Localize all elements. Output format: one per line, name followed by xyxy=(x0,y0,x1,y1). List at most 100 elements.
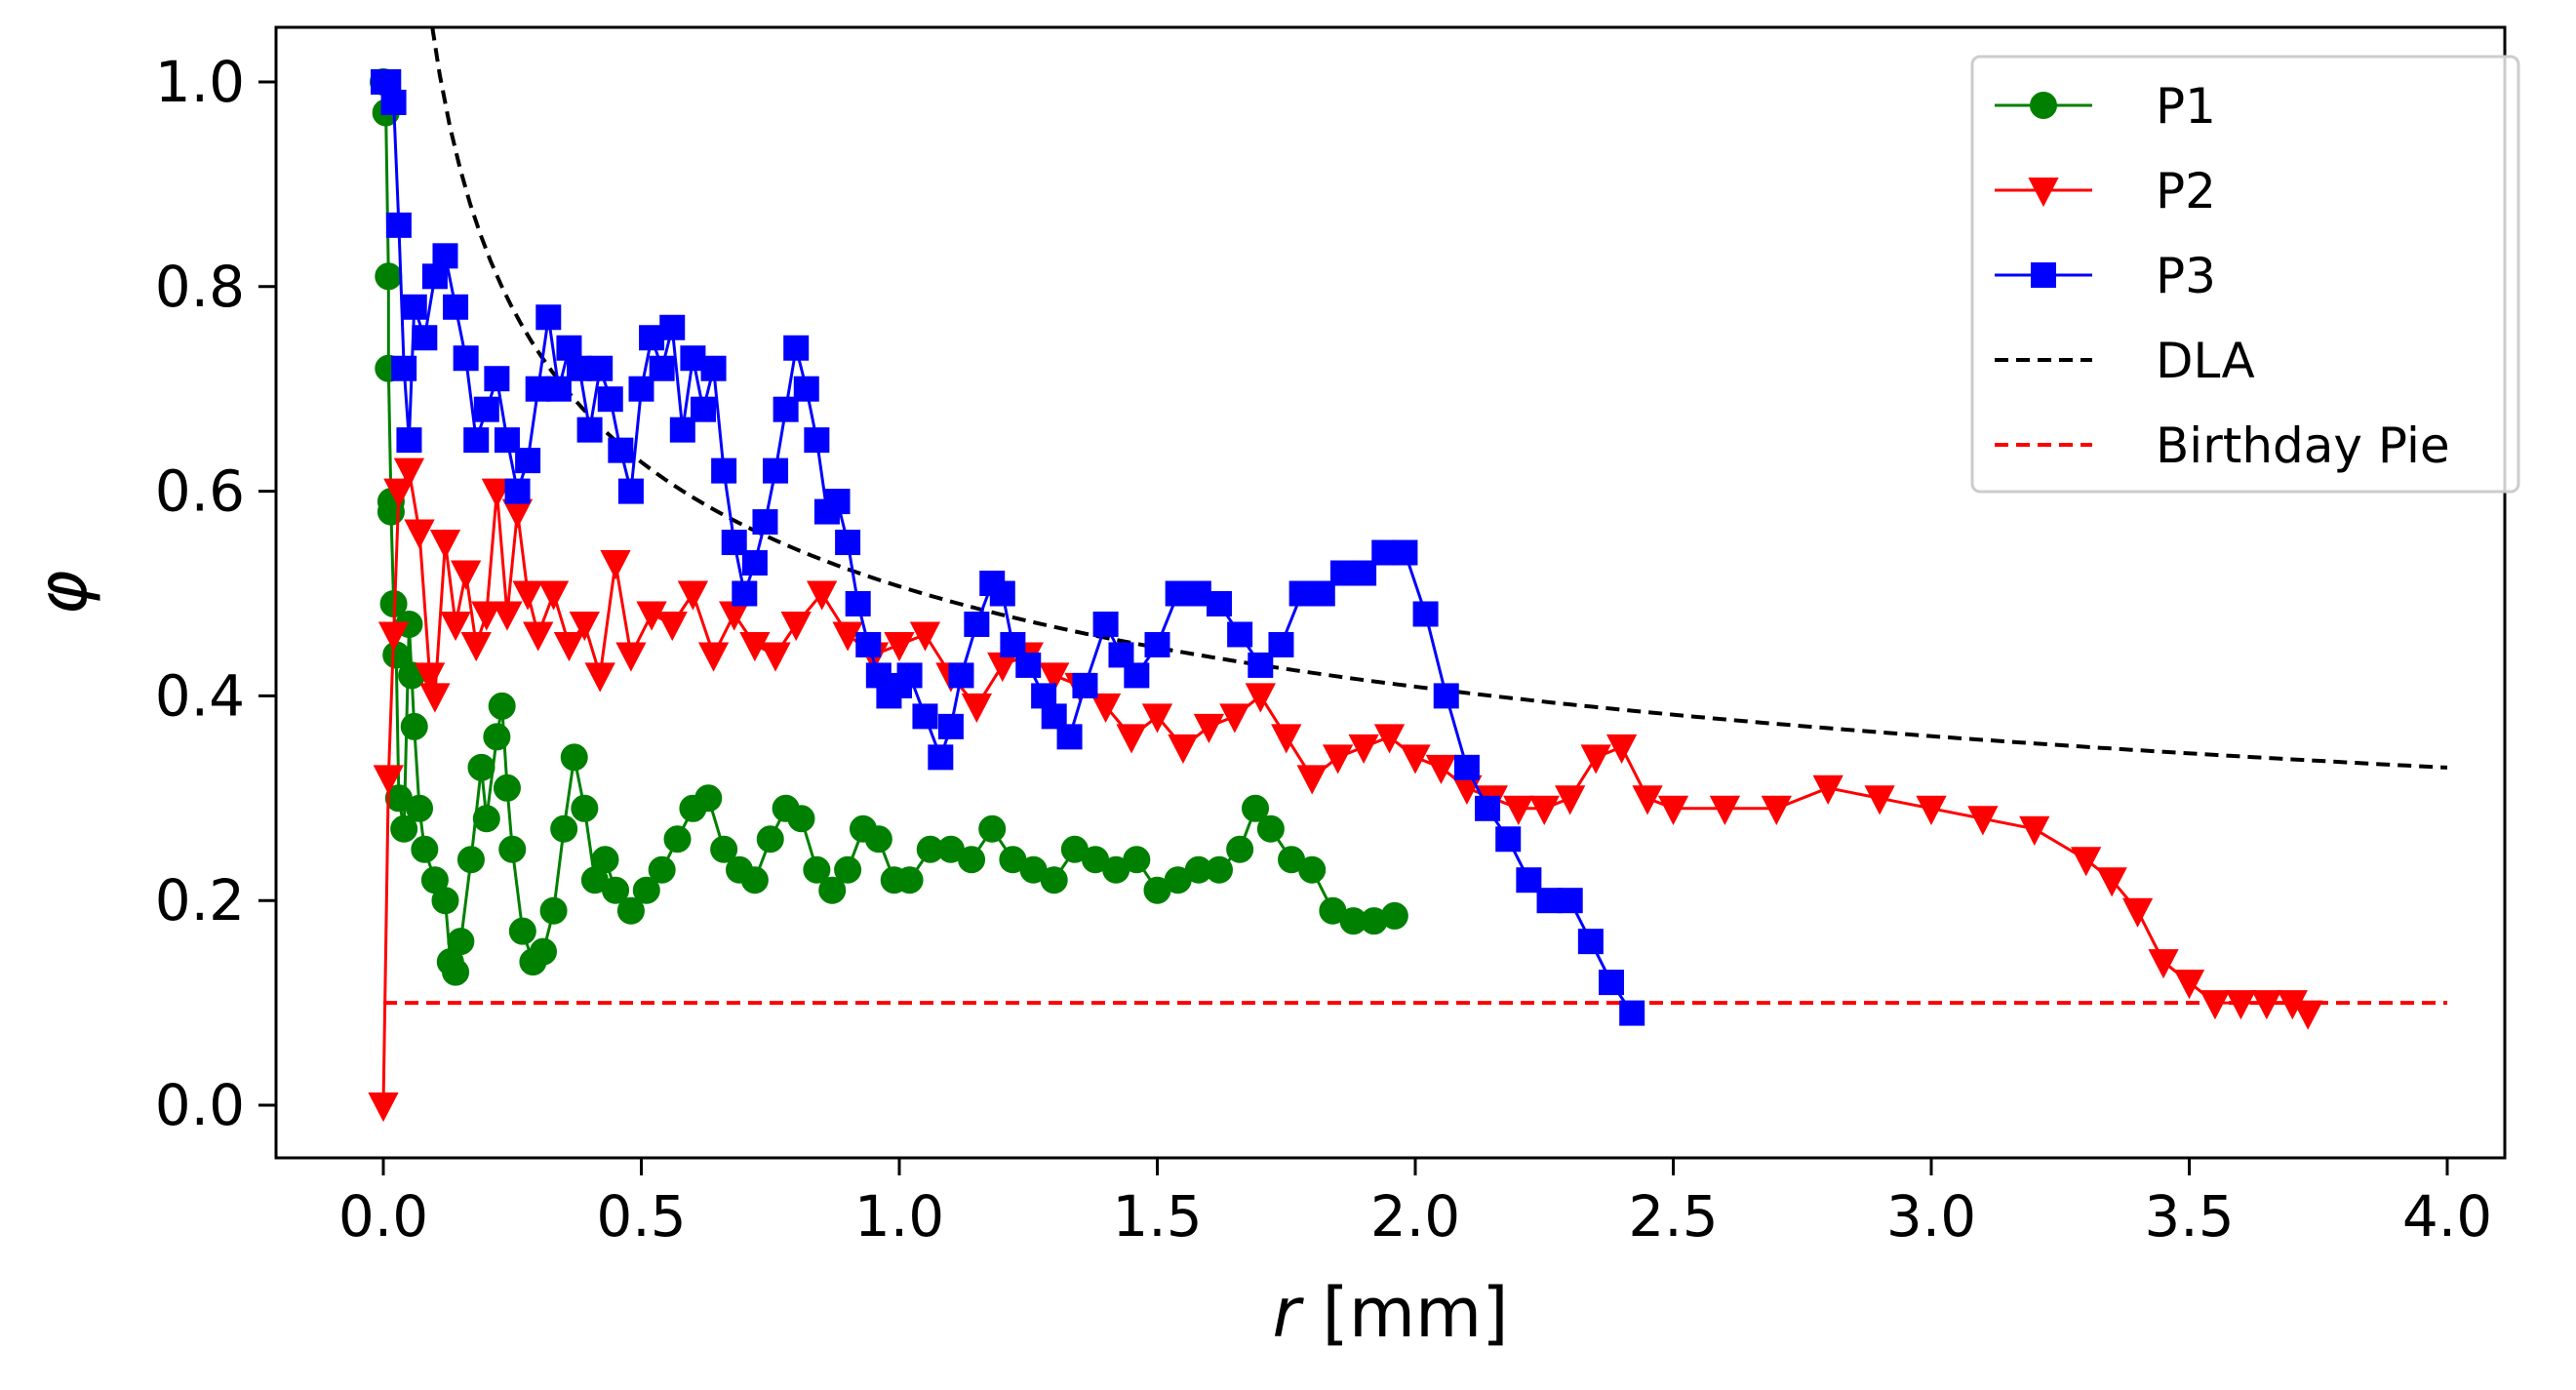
p1-point xyxy=(529,937,557,966)
p3-point xyxy=(824,489,851,515)
p1-point xyxy=(539,896,568,925)
p2-point xyxy=(677,580,709,611)
p2-point xyxy=(460,631,492,662)
legend-box xyxy=(1970,55,2520,494)
p2-point xyxy=(2292,1000,2323,1030)
x-tick-label: 3.5 xyxy=(2144,1183,2234,1250)
p3-point xyxy=(494,427,520,454)
p1-point xyxy=(498,835,527,863)
p2-point xyxy=(1348,734,1379,765)
p1-point xyxy=(472,805,500,833)
p3-point xyxy=(783,335,810,361)
p1-point xyxy=(1205,855,1233,884)
p2-point xyxy=(569,611,600,642)
plot-frame xyxy=(274,25,2507,1160)
p1-point xyxy=(978,814,1007,843)
p2-point xyxy=(2121,897,2154,928)
p3-point xyxy=(1577,929,1604,955)
p3-point xyxy=(793,376,819,402)
p2-point xyxy=(1605,734,1638,765)
p3-point xyxy=(401,294,427,320)
p3-point xyxy=(1412,601,1439,627)
dla-series-layer xyxy=(430,27,2448,770)
p1-point xyxy=(663,825,692,854)
x-tick-label: 0.5 xyxy=(596,1183,686,1250)
p1-point xyxy=(483,723,511,751)
p1-point xyxy=(390,814,418,843)
p2-point xyxy=(987,652,1018,683)
legend-label: P2 xyxy=(2156,163,2216,219)
p1-point xyxy=(400,712,428,740)
x-tick-label: 1.5 xyxy=(1112,1183,1202,1250)
p3-point xyxy=(587,355,614,381)
p1-point xyxy=(648,855,676,884)
p2-point xyxy=(1761,795,1792,825)
legend-item: P1 xyxy=(1995,78,2216,135)
p2-point xyxy=(440,611,471,642)
p3-point xyxy=(855,631,882,657)
legend-marker xyxy=(2030,92,2057,119)
x-axis-variable: r xyxy=(1272,1273,1304,1353)
p2-point xyxy=(636,601,667,631)
legend-label: P1 xyxy=(2156,78,2216,135)
p2-point xyxy=(404,519,435,549)
p3-point xyxy=(535,304,562,331)
p2-point xyxy=(760,642,791,672)
p3-point xyxy=(473,396,499,422)
p3-point xyxy=(752,509,778,536)
p3-point xyxy=(680,345,706,372)
p3-point xyxy=(1516,867,1542,894)
p1-point xyxy=(864,825,892,854)
p2-point xyxy=(1528,795,1560,825)
x-tick-label: 3.0 xyxy=(1886,1183,1976,1250)
p1-point xyxy=(958,846,986,874)
y-axis-title: φ xyxy=(22,570,102,615)
y-axis-ticks: 0.0 0.2 0.4 0.6 0.8 1.0 xyxy=(155,49,276,1138)
p3-point xyxy=(1124,662,1150,689)
x-tick-label: 4.0 xyxy=(2402,1183,2492,1250)
p1-point xyxy=(467,753,495,781)
p2-point xyxy=(1296,765,1328,795)
p3-point xyxy=(989,580,1015,607)
x-tick-label: 0.0 xyxy=(338,1183,428,1250)
p2-point xyxy=(884,631,915,662)
p1-point xyxy=(375,262,403,291)
y-tick-label: 0.6 xyxy=(155,458,245,525)
p1-point xyxy=(447,928,475,956)
p2-series-layer xyxy=(368,457,2323,1123)
legend-marker xyxy=(2031,262,2056,288)
p3-series-layer xyxy=(371,69,1645,1026)
p1-point xyxy=(550,814,578,843)
p3-point xyxy=(948,662,974,689)
p1-point xyxy=(1256,814,1285,843)
p2-point xyxy=(2071,847,2102,877)
p1-point xyxy=(442,958,470,986)
p1-point xyxy=(456,846,485,874)
p2-point xyxy=(1219,703,1250,734)
p2-point xyxy=(2173,970,2205,1000)
p3-point xyxy=(912,703,938,730)
p2-point xyxy=(383,478,415,508)
p2-point xyxy=(739,631,771,662)
p3-point xyxy=(711,457,737,484)
p2-point xyxy=(719,601,750,631)
legend: P1 P2 P3 DLA Birthday Pie xyxy=(1970,55,2520,494)
p2-point xyxy=(1967,806,1999,836)
p1-point xyxy=(493,774,521,802)
p2-point xyxy=(1580,744,1611,774)
p3-point xyxy=(1475,795,1501,821)
p2-point xyxy=(1039,662,1070,693)
p1-point xyxy=(834,855,862,884)
p2-point xyxy=(1116,724,1147,754)
p3-point xyxy=(732,580,758,607)
p1-point xyxy=(411,835,439,863)
p2-point xyxy=(492,601,523,631)
p3-point xyxy=(804,427,830,454)
p2-point xyxy=(1425,754,1457,785)
p1-point xyxy=(616,896,645,925)
p3-point xyxy=(628,376,654,402)
p1-point xyxy=(591,846,619,874)
p3-point xyxy=(1495,826,1522,853)
p2-point xyxy=(1400,744,1431,774)
